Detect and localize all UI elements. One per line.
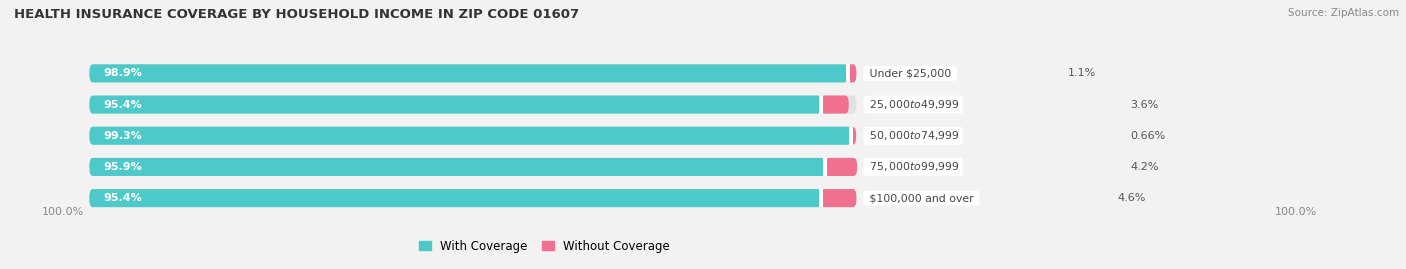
FancyBboxPatch shape <box>821 95 849 114</box>
FancyBboxPatch shape <box>820 189 823 207</box>
Legend: With Coverage, Without Coverage: With Coverage, Without Coverage <box>419 240 669 253</box>
Text: 95.9%: 95.9% <box>104 162 142 172</box>
FancyBboxPatch shape <box>846 64 849 82</box>
FancyBboxPatch shape <box>90 158 825 176</box>
FancyBboxPatch shape <box>823 158 827 176</box>
FancyBboxPatch shape <box>90 64 856 82</box>
Text: $50,000 to $74,999: $50,000 to $74,999 <box>866 129 960 142</box>
Text: 0.66%: 0.66% <box>1130 131 1166 141</box>
Text: 4.6%: 4.6% <box>1118 193 1146 203</box>
Text: 100.0%: 100.0% <box>42 207 84 217</box>
Text: Source: ZipAtlas.com: Source: ZipAtlas.com <box>1288 8 1399 18</box>
FancyBboxPatch shape <box>90 158 856 176</box>
Text: 98.9%: 98.9% <box>104 68 142 78</box>
FancyBboxPatch shape <box>90 189 821 207</box>
FancyBboxPatch shape <box>825 158 858 176</box>
Text: 100.0%: 100.0% <box>1274 207 1316 217</box>
Text: 95.4%: 95.4% <box>104 193 142 203</box>
Text: $25,000 to $49,999: $25,000 to $49,999 <box>866 98 960 111</box>
FancyBboxPatch shape <box>851 127 856 145</box>
Text: 1.1%: 1.1% <box>1069 68 1097 78</box>
FancyBboxPatch shape <box>821 189 856 207</box>
Text: HEALTH INSURANCE COVERAGE BY HOUSEHOLD INCOME IN ZIP CODE 01607: HEALTH INSURANCE COVERAGE BY HOUSEHOLD I… <box>14 8 579 21</box>
Text: Under $25,000: Under $25,000 <box>866 68 955 78</box>
Text: $75,000 to $99,999: $75,000 to $99,999 <box>866 160 960 174</box>
FancyBboxPatch shape <box>90 127 851 145</box>
Text: 3.6%: 3.6% <box>1130 100 1159 109</box>
Text: 4.2%: 4.2% <box>1130 162 1159 172</box>
Text: $100,000 and over: $100,000 and over <box>866 193 977 203</box>
FancyBboxPatch shape <box>90 189 856 207</box>
FancyBboxPatch shape <box>90 127 856 145</box>
Text: 99.3%: 99.3% <box>104 131 142 141</box>
FancyBboxPatch shape <box>848 64 856 82</box>
FancyBboxPatch shape <box>90 95 821 114</box>
FancyBboxPatch shape <box>90 95 856 114</box>
FancyBboxPatch shape <box>90 64 848 82</box>
Text: 95.4%: 95.4% <box>104 100 142 109</box>
FancyBboxPatch shape <box>820 95 823 114</box>
FancyBboxPatch shape <box>849 127 853 145</box>
